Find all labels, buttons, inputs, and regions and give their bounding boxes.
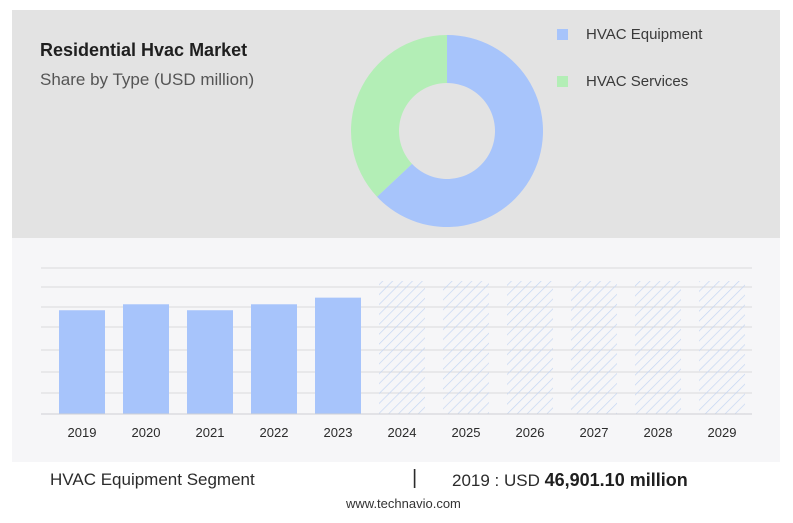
- x-tick-label: 2019: [68, 425, 97, 440]
- bar-2022: [251, 304, 297, 414]
- source-url[interactable]: www.technavio.com: [346, 496, 461, 511]
- x-tick-label: 2025: [452, 425, 481, 440]
- x-tick-label: 2022: [260, 425, 289, 440]
- x-tick-label: 2029: [708, 425, 737, 440]
- x-tick-label: 2024: [388, 425, 417, 440]
- footer-value-amount: 46,901.10 million: [544, 470, 688, 490]
- x-tick-label: 2027: [580, 425, 609, 440]
- donut-chart: [351, 34, 543, 227]
- bar-2019: [59, 310, 105, 414]
- forecast-bar-2028: [635, 281, 681, 414]
- legend-swatch-services: [557, 76, 568, 87]
- forecast-bar-2025: [443, 281, 489, 414]
- footer-value-prefix: 2019 : USD: [452, 471, 540, 490]
- footer-segment-label: HVAC Equipment Segment: [50, 470, 255, 489]
- donut-slice-services: [351, 34, 447, 197]
- x-tick-label: 2020: [132, 425, 161, 440]
- forecast-bar-2029: [699, 281, 745, 414]
- forecast-bar-2027: [571, 281, 617, 414]
- donut-slice-equipment: [377, 35, 543, 227]
- legend-item-services: HVAC Services: [557, 73, 688, 90]
- x-tick-label: 2021: [196, 425, 225, 440]
- x-tick-label: 2023: [324, 425, 353, 440]
- bar-2023: [315, 297, 361, 414]
- footer-value: 2019 : USD 46,901.10 million: [452, 470, 688, 491]
- x-tick-label: 2026: [516, 425, 545, 440]
- bar-chart: 2019 2020 2021 2022 2023 2024 2025 2026 2027 2028…: [41, 267, 752, 440]
- bar-2021: [187, 310, 233, 414]
- legend-item-equipment: HVAC Equipment: [557, 26, 702, 43]
- forecast-bar-2026: [507, 281, 553, 414]
- legend-swatch-equipment: [557, 29, 568, 40]
- footer-divider: |: [412, 467, 418, 489]
- chart-subtitle: Share by Type (USD million): [40, 70, 255, 89]
- x-tick-label: 2028: [644, 425, 673, 440]
- legend-label-equipment: HVAC Equipment: [586, 26, 703, 43]
- bar-2020: [123, 304, 169, 414]
- forecast-bar-2024: [379, 281, 425, 414]
- legend-label-services: HVAC Services: [586, 73, 689, 90]
- chart-title: Residential Hvac Market: [40, 40, 248, 60]
